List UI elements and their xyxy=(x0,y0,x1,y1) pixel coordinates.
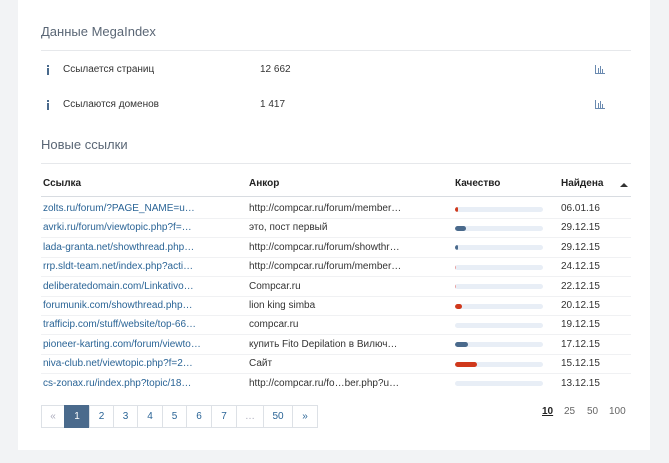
found-date: 13.12.15 xyxy=(561,377,600,389)
divider xyxy=(41,50,631,51)
page-button[interactable]: » xyxy=(292,405,318,428)
row-divider xyxy=(41,295,631,297)
quality-track xyxy=(455,284,543,290)
row-divider xyxy=(41,237,631,239)
column-header: Анкор xyxy=(249,178,280,189)
anchor-text: compcar.ru xyxy=(249,319,299,331)
quality-track xyxy=(455,342,543,348)
column-header[interactable]: Найдена xyxy=(561,178,604,189)
row-divider xyxy=(41,256,631,258)
column-header: Ссылка xyxy=(43,178,82,189)
found-date: 24.12.15 xyxy=(561,261,600,273)
found-date: 22.12.15 xyxy=(561,280,600,292)
page-button[interactable]: 1 xyxy=(64,405,90,428)
page-button[interactable]: « xyxy=(41,405,65,428)
row-divider xyxy=(41,334,631,336)
page-button[interactable]: 3 xyxy=(113,405,138,428)
panel: Данные MegaIndex Новые ссылки Ссылается … xyxy=(18,0,650,450)
anchor-text: lion king simba xyxy=(249,300,316,311)
chart-icon[interactable] xyxy=(595,100,605,109)
link-url[interactable]: niva-club.net/viewtopic.php?f=2… xyxy=(43,358,193,370)
link-url[interactable]: lada-granta.net/showthread.php… xyxy=(43,241,195,253)
found-date: 29.12.15 xyxy=(561,222,600,234)
page-button[interactable]: 7 xyxy=(211,405,237,428)
anchor-text: http://compcar.ru/fo…ber.php?u… xyxy=(249,377,400,389)
quality-bar xyxy=(455,245,458,251)
quality-track xyxy=(455,322,543,328)
link-url[interactable]: pioneer-karting.com/forum/viewto… xyxy=(43,338,201,350)
header-divider xyxy=(41,196,631,197)
sort-arrow[interactable] xyxy=(620,182,628,188)
quality-track xyxy=(455,361,543,367)
quality-track xyxy=(455,206,543,212)
link-url[interactable]: trafficip.com/stuff/website/top-66… xyxy=(43,319,197,331)
page-size-option[interactable]: 10 xyxy=(542,406,554,417)
info-icon[interactable] xyxy=(45,65,51,75)
link-url[interactable]: cs-zonax.ru/index.php?topic/18… xyxy=(43,377,192,389)
row-divider xyxy=(41,373,631,375)
quality-bar xyxy=(455,206,458,212)
section-title: Новые ссылки xyxy=(41,137,128,152)
quality-bar xyxy=(455,225,466,231)
column-header: Качество xyxy=(455,178,501,189)
found-date: 19.12.15 xyxy=(561,319,600,331)
found-date: 20.12.15 xyxy=(561,300,600,311)
section-title: Данные MegaIndex xyxy=(41,24,156,39)
page-size-option[interactable]: 25 xyxy=(564,406,576,417)
page-button[interactable]: 50 xyxy=(263,405,293,428)
page-button[interactable]: 5 xyxy=(162,405,187,428)
metric-value: 12 662 xyxy=(260,64,291,75)
quality-track xyxy=(455,225,543,231)
divider xyxy=(41,163,631,164)
quality-bar xyxy=(455,303,463,309)
row-divider xyxy=(41,315,631,316)
info-icon[interactable] xyxy=(45,100,51,110)
found-date: 15.12.15 xyxy=(561,358,600,370)
metric-label: Ссылаются доменов xyxy=(63,99,159,110)
quality-bar xyxy=(455,342,469,348)
anchor-text: это, пост первый xyxy=(249,222,328,234)
link-url[interactable]: avrki.ru/forum/viewtopic.php?f=… xyxy=(43,222,192,234)
quality-track xyxy=(455,245,543,251)
row-divider xyxy=(41,218,631,219)
found-date: 17.12.15 xyxy=(561,338,600,350)
page-size-option[interactable]: 50 xyxy=(587,406,599,417)
chart-icon[interactable] xyxy=(595,65,605,74)
metric-label: Ссылается страниц xyxy=(63,64,155,75)
quality-bar xyxy=(455,264,456,270)
row-divider xyxy=(41,353,631,355)
page-button[interactable]: 6 xyxy=(186,405,212,428)
anchor-text: http://compcar.ru/forum/showthr… xyxy=(249,241,400,253)
page-button[interactable]: 4 xyxy=(137,405,163,428)
row-divider xyxy=(41,276,631,278)
quality-track xyxy=(455,264,543,270)
found-date: 29.12.15 xyxy=(561,241,600,253)
metric-value: 1 417 xyxy=(260,99,286,110)
anchor-text: Compcar.ru xyxy=(249,280,301,292)
quality-track xyxy=(455,303,543,309)
link-url[interactable]: zolts.ru/forum/?PAGE_NAME=u… xyxy=(43,203,195,214)
anchor-text: http://compcar.ru/forum/member… xyxy=(249,261,402,273)
quality-bar xyxy=(455,361,477,367)
anchor-text: http://compcar.ru/forum/member… xyxy=(249,203,402,214)
page-button[interactable]: … xyxy=(236,405,264,428)
anchor-text: Сайт xyxy=(249,358,273,370)
quality-track xyxy=(455,381,543,387)
quality-bar xyxy=(455,284,456,290)
page-button[interactable]: 2 xyxy=(89,405,114,428)
page-size-option[interactable]: 100 xyxy=(609,406,626,417)
found-date: 06.01.16 xyxy=(561,203,600,214)
link-url[interactable]: rrp.sldt-team.net/index.php?acti… xyxy=(43,261,194,273)
anchor-text: купить Fito Depilation в Вилюч… xyxy=(249,338,398,350)
link-url[interactable]: deliberatedomain.com/Linkativo… xyxy=(43,280,194,292)
link-url[interactable]: forumunik.com/showthread.php… xyxy=(43,300,193,311)
